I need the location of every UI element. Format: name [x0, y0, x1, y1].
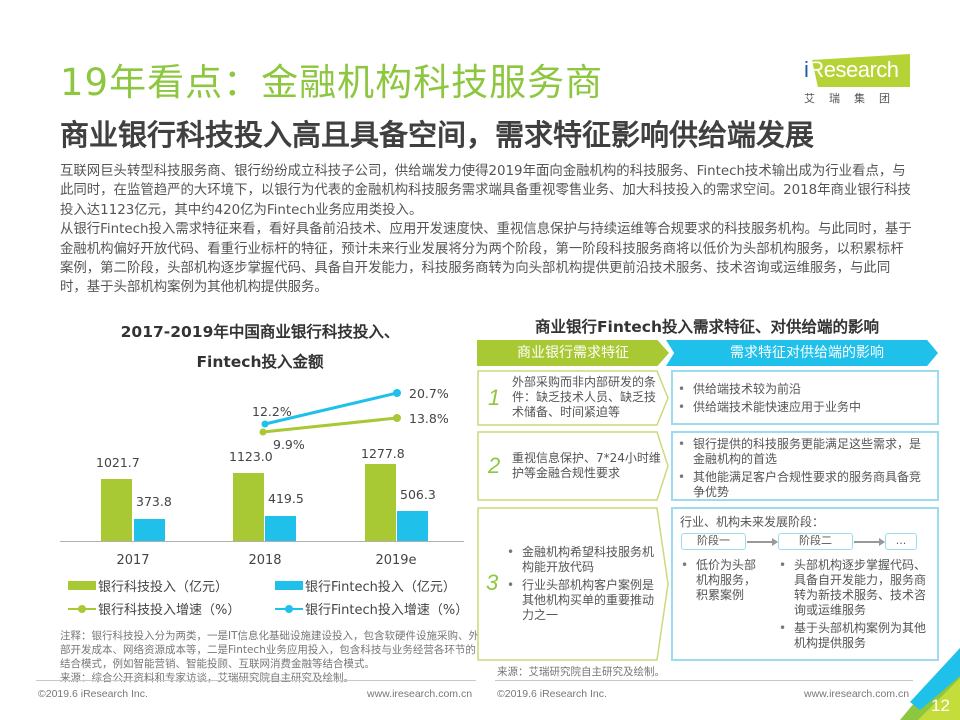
bar-bank-tech-2019e [365, 464, 396, 541]
logo-wordmark: iResearch [804, 57, 899, 82]
x-tick-2019e: 2019e [375, 553, 417, 568]
legend-fintech-growth: 银行Fintech投入增速（%） [275, 599, 468, 618]
legend-bank-tech-growth: 银行科技投入增速（%） [68, 599, 240, 618]
bar-fintech-2018 [265, 516, 296, 541]
row3-demand-item: 金融机构希望科技服务机构能开放代码 [502, 545, 660, 575]
x-tick-2017: 2017 [116, 553, 150, 568]
bar-fintech-2019e [397, 511, 428, 541]
footer-copyright-left: ©2019.6 iResearch Inc. [38, 688, 148, 700]
footer-divider-right [495, 680, 913, 681]
label-fintech-2018: 419.5 [268, 491, 304, 506]
chart-notes: 注释：银行科技投入分为两类，一是IT信息化基础设施建设投入，包含软硬件设施采购、… [60, 629, 480, 685]
legend-bank-tech: 银行科技投入（亿元） [68, 576, 228, 595]
intro-paragraph-2: 从银行Fintech投入需求特征来看，看好具备前沿技术、应用开发速度快、重视信息… [60, 222, 912, 296]
corner-decoration [900, 648, 960, 720]
stage1-item: 低价为头部机构服务，积累案例 [676, 558, 766, 603]
legend-fintech: 银行Fintech投入（亿元） [275, 576, 456, 595]
logo-subtitle: 艾瑞集团 [804, 92, 904, 105]
arrow-icon [747, 538, 778, 545]
bar-bank-tech-2018 [233, 473, 264, 541]
row1-demand-text: 外部采购而非内部研发的条件：缺乏技术人员、缺乏技术储备、时间紧迫等 [512, 375, 657, 419]
logo-band [812, 54, 910, 87]
growth-lines [259, 389, 401, 436]
row3-demand-list: 金融机构希望科技服务机构能开放代码 行业头部机构客户案例是其他机构买单的重要推动… [502, 545, 660, 626]
stage-1: 阶段一 [681, 533, 746, 550]
row3-demand-item: 行业头部机构客户案例是其他机构买单的重要推动力之一 [502, 578, 660, 623]
row2-demand-box [477, 431, 669, 501]
label-tech-growth-2018: 9.9% [273, 437, 305, 452]
row1-number: 1 [488, 385, 501, 410]
row2-impact-item: 其他能满足客户合规性要求的服务商具备竞争优势 [673, 470, 929, 500]
stage-more: ... [885, 533, 917, 550]
legend-green-line-marker [68, 604, 96, 614]
legend-blue-swatch [275, 581, 303, 590]
label-fintech-2019e: 506.3 [400, 487, 436, 502]
stage2-item: 头部机构逐步掌握代码、具备自开发能力，服务商转为新技术服务、技术咨询或运维服务 [774, 558, 934, 618]
row2-impact-box: 银行提供的科技服务更能满足这些需求，是金融机构的首选 其他能满足客户合规性要求的… [671, 431, 939, 501]
legend-green-swatch [68, 581, 96, 590]
footer-url-left[interactable]: www.iresearch.com.cn [367, 688, 473, 700]
arrow-icon [854, 538, 885, 545]
page-number: 12 [931, 696, 950, 715]
row1-impact-item: 供给端技术较为前沿 [673, 382, 929, 397]
row1-demand-box [477, 370, 669, 426]
chart-source: 来源：综合公开资料和专家访谈，艾瑞研究院自主研究及绘制。 [60, 672, 354, 684]
legend-blue-line-marker [275, 604, 303, 614]
label-fintech-growth-2018: 12.2% [252, 404, 292, 419]
bar-bank-tech-2017 [101, 479, 132, 541]
label-bank-tech-2017: 1021.7 [96, 455, 140, 470]
page-subtitle: 商业银行科技投入高且具备空间，需求特征影响供给端发展 [60, 118, 815, 152]
right-panel-title: 商业银行Fintech投入需求特征、对供给端的影响 [534, 318, 880, 336]
intro-paragraph-1: 互联网巨头转型科技服务商、银行纷纷成立科技子公司，供给端发力使得2019年面向金… [60, 164, 911, 218]
row2-impact-item: 银行提供的科技服务更能满足这些需求，是金融机构的首选 [673, 437, 929, 467]
stage2-item: 基于头部机构案例为其他机构提供服务 [774, 621, 934, 651]
stage-title: 行业、机构未来发展阶段： [680, 515, 825, 529]
header-supply-impact: 需求特征对供给端的影响 [666, 340, 938, 366]
right-source: 来源：艾瑞研究院自主研究及绘制。 [497, 666, 665, 678]
chart-note: 注释：银行科技投入分为两类，一是IT信息化基础设施建设投入，包含软硬件设施采购、… [60, 630, 480, 670]
label-fintech-growth-2019e: 20.7% [409, 386, 449, 401]
intro-text: 互联网巨头转型科技服务商、银行纷纷成立科技子公司，供给端发力使得2019年面向金… [60, 162, 915, 298]
label-fintech-2017: 373.8 [136, 494, 172, 509]
row1-impact-box: 供给端技术较为前沿 供给端技术能快速应用于业务中 [671, 370, 939, 425]
row2-number: 2 [488, 453, 501, 478]
x-axis [60, 541, 464, 542]
label-bank-tech-2019e: 1277.8 [361, 446, 405, 461]
footer-divider-left [36, 680, 476, 681]
label-bank-tech-2018: 1123.0 [229, 449, 273, 464]
x-tick-2018: 2018 [248, 553, 282, 568]
page-title: 19年看点：金融机构科技服务商 [60, 61, 604, 104]
stage1-list: 低价为头部机构服务，积累案例 [676, 558, 766, 606]
header-demand-features: 商业银行需求特征 [477, 340, 669, 366]
label-tech-growth-2019e: 13.8% [409, 411, 449, 426]
stage-2: 阶段二 [778, 533, 853, 550]
bar-fintech-2017 [134, 519, 165, 541]
stage2-list: 头部机构逐步掌握代码、具备自开发能力，服务商转为新技术服务、技术咨询或运维服务 … [774, 558, 934, 654]
footer-url-right[interactable]: www.iresearch.com.cn [804, 688, 910, 700]
row1-impact-item: 供给端技术能快速应用于业务中 [673, 400, 929, 415]
iresearch-logo: iResearch 艾瑞集团 [790, 52, 940, 112]
row2-demand-text: 重视信息保护、7*24小时维护等金融合规性要求 [512, 451, 661, 480]
footer-copyright-right: ©2019.6 iResearch Inc. [497, 688, 607, 700]
row3-number: 3 [486, 570, 499, 595]
chart-title: 2017-2019年中国商业银行科技投入、 Fintech投入金额 [120, 323, 400, 371]
